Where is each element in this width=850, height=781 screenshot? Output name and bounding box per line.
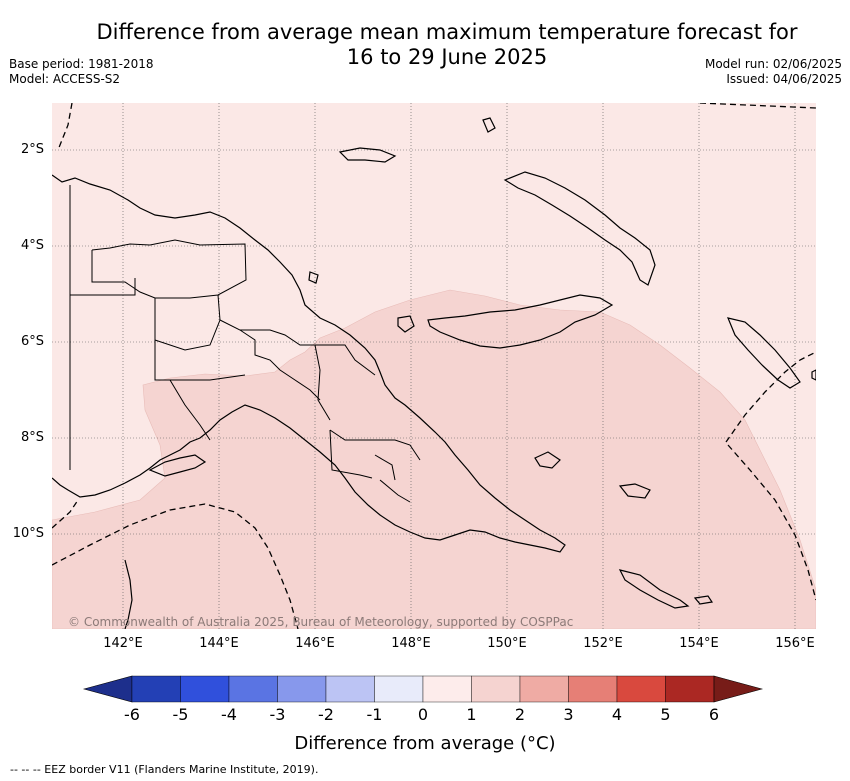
model-run: Model run: 02/06/2025 [704, 57, 842, 71]
colorbar-tick: 1 [466, 705, 477, 724]
lon-tick-150e: 150°E [487, 636, 527, 651]
colorbar-swatch [665, 675, 715, 703]
colorbar-tick: -1 [366, 705, 383, 724]
eez-borders [52, 103, 816, 629]
colorbar-tick: -5 [172, 705, 189, 724]
base-period: Base period: 1981-2018 [9, 57, 154, 71]
map-title: Difference from average mean maximum tem… [0, 20, 850, 70]
colorbar-tick: -2 [318, 705, 334, 724]
umboi-island [397, 315, 415, 333]
colorbar-tick: -4 [221, 705, 237, 724]
title-line-1: Difference from average mean maximum tem… [96, 20, 798, 44]
lat-tick-8s: 8°S [20, 430, 44, 445]
colorbar-tick: 3 [563, 705, 574, 724]
manus-island [338, 147, 397, 163]
colorbar-tick: -6 [124, 705, 140, 724]
rossel-island [693, 595, 714, 605]
colorbar-extend-low [82, 675, 133, 703]
new-britain [427, 294, 614, 349]
coastlines [52, 117, 816, 629]
colorbar-swatch [228, 675, 278, 703]
bougainville [727, 317, 801, 389]
meta-right: Model run: 02/06/2025 Issued: 04/06/2025 [705, 57, 842, 87]
fergusson [618, 483, 651, 499]
colorbar-swatch [325, 675, 375, 703]
karkar-island [308, 271, 319, 284]
colorbar-extend-high [713, 675, 764, 703]
colorbar-swatch [471, 675, 521, 703]
colorbar-swatch [568, 675, 618, 703]
model-name: Model: ACCESS-S2 [9, 72, 121, 86]
lat-tick-10s: 10°S [12, 526, 44, 541]
colorbar-tick: 2 [514, 705, 526, 724]
graticule [52, 103, 816, 629]
dentrecasteaux [534, 451, 561, 469]
lon-tick-144e: 144°E [199, 636, 239, 651]
lon-tick-142e: 142°E [103, 636, 143, 651]
new-hanover [482, 117, 496, 133]
new-ireland [503, 171, 656, 286]
colorbar-swatch [616, 675, 666, 703]
colorbar-label: Difference from average (°C) [294, 733, 556, 754]
meta-left: Base period: 1981-2018 Model: ACCESS-S2 [9, 57, 154, 87]
lon-tick-148e: 148°E [391, 636, 431, 651]
lat-tick-6s: 6°S [20, 334, 44, 349]
lon-tick-152e: 152°E [583, 636, 623, 651]
title-line-2: 16 to 29 June 2025 [346, 45, 548, 69]
eez-note: -- -- -- EEZ border V11 (Flanders Marine… [10, 763, 319, 776]
admin-borders [69, 185, 421, 503]
colorbar-tick: 0 [417, 705, 429, 724]
colorbar-tick: -3 [269, 705, 286, 724]
issued-date: Issued: 04/06/2025 [726, 72, 842, 86]
colorbar [82, 675, 764, 703]
new-guinea-mainland [52, 174, 566, 553]
colorbar-swatch [374, 675, 424, 703]
torres-islands [148, 454, 207, 477]
colorbar-swatch [277, 675, 327, 703]
colorbar-swatch [180, 675, 230, 703]
lon-tick-154e: 154°E [679, 636, 719, 651]
lon-tick-156e: 156°E [775, 636, 815, 651]
copyright-text: © Commonwealth of Australia 2025, Bureau… [68, 615, 573, 629]
louisiade [618, 569, 690, 609]
solomons-east [811, 369, 816, 381]
colorbar-tick: 5 [660, 705, 671, 724]
lon-tick-146e: 146°E [295, 636, 335, 651]
lat-tick-2s: 2°S [20, 142, 44, 157]
lat-tick-4s: 4°S [20, 238, 44, 253]
colorbar-swatch [519, 675, 569, 703]
anomaly-region-1-2 [52, 289, 816, 629]
cape-york [124, 559, 133, 629]
colorbar-swatch [131, 675, 181, 703]
colorbar-tick: 4 [611, 705, 623, 724]
colorbar-tick: 6 [708, 705, 720, 724]
colorbar-swatch [422, 675, 472, 703]
map-area: © Commonwealth of Australia 2025, Bureau… [52, 103, 816, 629]
